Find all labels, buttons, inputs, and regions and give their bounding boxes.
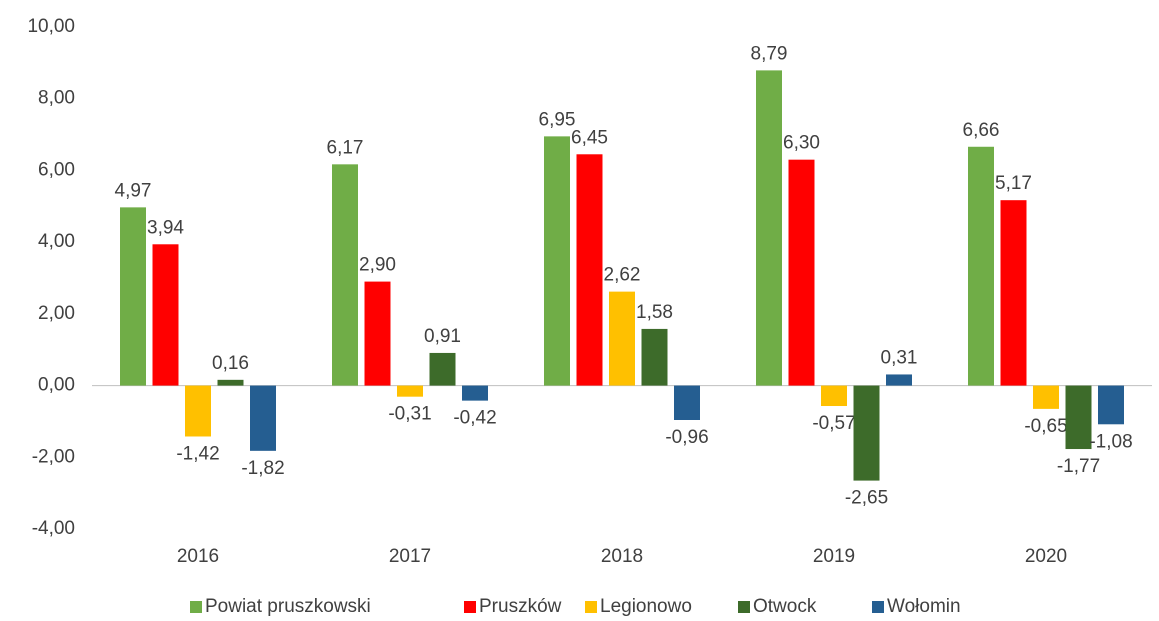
bar	[250, 385, 276, 451]
legend-swatch	[464, 601, 476, 613]
y-tick-label: 0,00	[38, 375, 75, 396]
y-tick-label: 2,00	[38, 303, 75, 324]
data-label: 6,45	[571, 127, 608, 148]
data-label: 0,31	[881, 347, 918, 368]
data-label: -1,08	[1089, 431, 1132, 452]
data-label: -0,31	[388, 404, 431, 425]
bar	[576, 154, 603, 386]
legend-label: Powiat pruszkowski	[205, 596, 371, 617]
legend-label: Wołomin	[887, 596, 961, 617]
data-label: -0,65	[1024, 416, 1067, 437]
bar	[462, 385, 488, 401]
legend-label: Otwock	[753, 596, 817, 617]
data-label: 1,58	[636, 302, 673, 323]
bar	[217, 379, 244, 386]
y-tick-label: 4,00	[38, 231, 75, 252]
bar	[756, 70, 782, 386]
data-label: 6,66	[963, 120, 1000, 141]
bar	[364, 281, 391, 386]
data-label: -1,77	[1057, 456, 1100, 477]
bar	[152, 244, 179, 386]
y-tick-label: 8,00	[38, 88, 75, 109]
bar	[397, 385, 423, 397]
y-tick-label: 10,00	[27, 16, 75, 37]
y-tick-label: 6,00	[38, 159, 75, 180]
data-label: -0,96	[665, 427, 708, 448]
legend-swatch	[585, 601, 597, 613]
data-label: -0,42	[453, 408, 496, 429]
bar	[641, 328, 668, 386]
data-label: 6,95	[539, 109, 576, 130]
data-label: 4,97	[115, 180, 152, 201]
data-label: 5,17	[995, 173, 1032, 194]
data-label: -2,65	[845, 488, 888, 509]
data-label: 8,79	[751, 43, 788, 64]
x-tick-label: 2018	[601, 546, 643, 567]
data-label: 0,91	[424, 326, 461, 347]
bar	[821, 385, 847, 407]
data-label: -1,82	[241, 458, 284, 479]
bar	[674, 385, 700, 420]
bar	[886, 374, 912, 386]
legend-swatch	[872, 601, 884, 613]
data-label: 2,62	[604, 265, 641, 286]
bar	[853, 385, 880, 481]
data-label: 2,90	[359, 255, 396, 276]
data-label: 0,16	[212, 353, 249, 374]
x-tick-label: 2017	[389, 546, 431, 567]
legend-label: Pruszków	[479, 596, 562, 617]
data-label: 3,94	[147, 217, 184, 238]
bar	[185, 385, 211, 437]
x-tick-label: 2020	[1025, 546, 1067, 567]
legend-swatch	[190, 601, 202, 613]
data-label: -0,57	[812, 413, 855, 434]
bar	[1065, 385, 1092, 450]
bar	[968, 146, 994, 386]
bar	[1000, 200, 1027, 386]
bar	[788, 159, 815, 386]
bar	[1033, 385, 1059, 409]
legend-label: Legionowo	[600, 596, 692, 617]
x-tick-label: 2016	[177, 546, 219, 567]
bar	[332, 164, 358, 386]
y-tick-label: -4,00	[32, 518, 75, 539]
bar	[429, 352, 456, 386]
bar	[120, 207, 146, 386]
data-label: -1,42	[176, 444, 219, 465]
bar	[609, 291, 635, 386]
y-tick-label: -2,00	[32, 446, 75, 467]
x-tick-label: 2019	[813, 546, 855, 567]
bar	[544, 136, 570, 386]
data-label: 6,17	[327, 137, 364, 158]
bar	[1098, 385, 1124, 425]
data-label: 6,30	[783, 133, 820, 154]
legend-swatch	[738, 601, 750, 613]
